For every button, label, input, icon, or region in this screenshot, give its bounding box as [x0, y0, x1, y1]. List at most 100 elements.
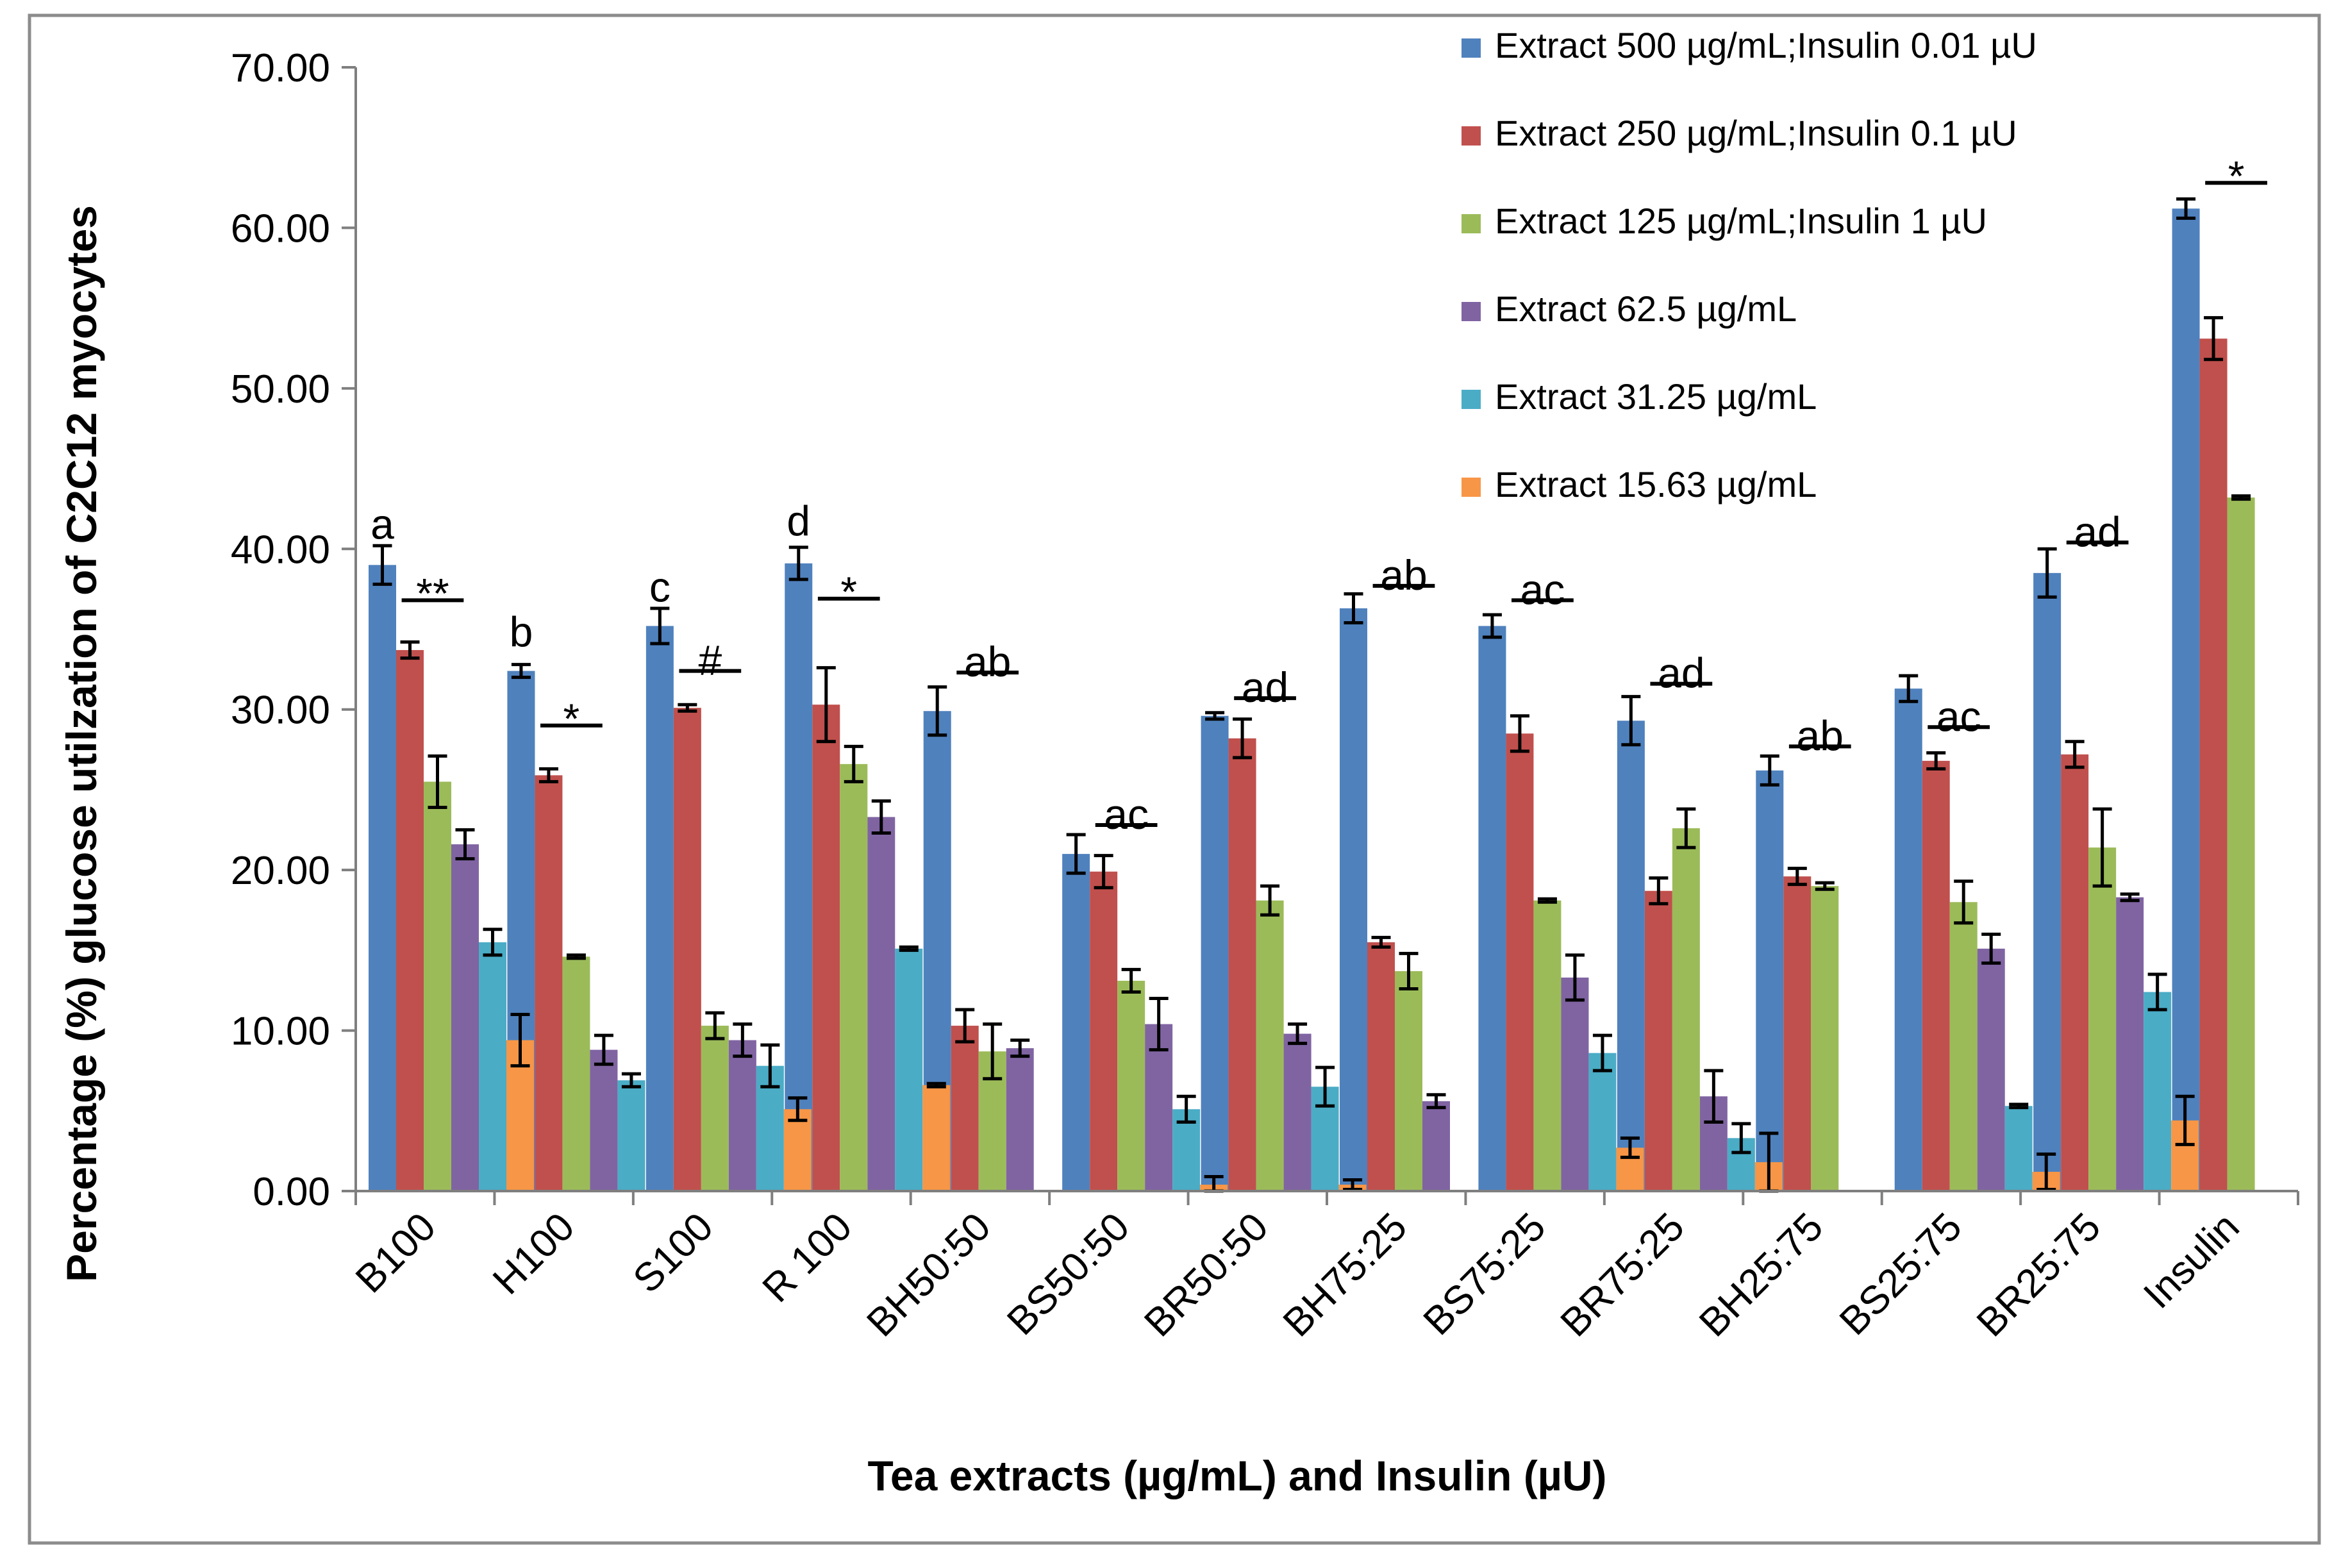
x-tick-label: BH25:75: [1691, 1205, 1831, 1345]
bar-11-1: [1922, 760, 1950, 1191]
x-axis-title: Tea extracts (µg/mL) and Insulin (µU): [868, 1452, 1607, 1499]
annotation-label: ad: [1242, 663, 1288, 711]
bar-13-1: [2199, 338, 2228, 1191]
annotation-label: a: [371, 501, 394, 548]
x-tick-label: B100: [347, 1205, 444, 1301]
bar-7-2: [1395, 971, 1422, 1191]
annotation-label: *: [840, 568, 857, 615]
bar-4-3: [1006, 1048, 1034, 1191]
annotation-label: ad: [2074, 508, 2120, 555]
x-tick-label: BS25:75: [1831, 1205, 1970, 1344]
x-tick-label: BH50:50: [858, 1205, 999, 1345]
legend-swatch-1: [1462, 126, 1481, 146]
bar-4-1: [951, 1026, 979, 1191]
legend-label: Extract 250 µg/mL;Insulin 0.1 µU: [1495, 113, 2017, 153]
bar-0-1: [396, 650, 424, 1191]
y-tick-label: 60.00: [231, 206, 330, 251]
annotation-label: ac: [1936, 692, 1981, 740]
bar-0-3: [451, 844, 479, 1191]
y-tick-label: 0.00: [253, 1170, 330, 1214]
legend-label: Extract 15.63 µg/mL: [1495, 464, 1817, 505]
annotation-label: ac: [1520, 565, 1565, 613]
bar-3-4: [895, 948, 923, 1191]
bar-0-2: [424, 781, 451, 1191]
bar-13-2: [2227, 497, 2255, 1191]
bar-8-3: [1561, 977, 1589, 1191]
bar-3-3: [867, 817, 895, 1191]
bar-8-4: [1588, 1053, 1617, 1191]
annotation-label: *: [2228, 152, 2245, 199]
annotation-label: b: [510, 608, 533, 656]
y-axis-title: Percentage (%) glucose utilzation of C2C…: [58, 205, 105, 1282]
bar-1-3: [590, 1049, 618, 1191]
x-tick-label: BS75:25: [1415, 1205, 1554, 1344]
legend-label: Extract 62.5 µg/mL: [1495, 288, 1797, 329]
bar-10-1: [1783, 876, 1811, 1191]
annotation-label: d: [787, 497, 810, 545]
bar-9-1: [1644, 890, 1672, 1191]
bar-3-0: [785, 563, 813, 1191]
bar-10-2: [1811, 886, 1839, 1191]
bar-13-0: [2172, 208, 2200, 1191]
bar-9-2: [1672, 828, 1700, 1191]
annotation-label: ad: [1658, 649, 1704, 697]
bar-5-3: [1145, 1024, 1173, 1191]
chart-frame: [28, 13, 2321, 1545]
legend-swatch-3: [1462, 302, 1481, 321]
bar-2-2: [701, 1026, 729, 1191]
bar-6-2: [1256, 900, 1284, 1191]
legend-label: Extract 500 µg/mL;Insulin 0.01 µU: [1495, 25, 2037, 65]
bar-0-4: [479, 942, 506, 1191]
bar-1-4: [617, 1080, 645, 1191]
x-tick-label: BR25:75: [1969, 1205, 2109, 1345]
bar-7-1: [1367, 942, 1395, 1191]
bar-1-2: [562, 956, 590, 1191]
bar-11-0: [1894, 688, 1922, 1191]
bar-2-1: [673, 708, 701, 1191]
bar-11-4: [2004, 1106, 2033, 1191]
bar-8-2: [1533, 900, 1562, 1191]
x-tick-label: BS50:50: [999, 1205, 1138, 1344]
annotation-label: *: [563, 695, 580, 742]
bar-6-0: [1201, 715, 1229, 1191]
bar-3-1: [812, 705, 840, 1191]
annotation-label: c: [649, 563, 670, 610]
legend: Extract 500 µg/mL;Insulin 0.01 µU Extract…: [1462, 25, 2037, 505]
bar-12-2: [2088, 847, 2117, 1191]
annotation-label: ab: [1797, 712, 1844, 759]
bar-9-0: [1617, 721, 1645, 1191]
annotation-label: ab: [964, 638, 1011, 685]
bar-0-0: [369, 565, 396, 1191]
legend-swatch-5: [1462, 478, 1481, 497]
error-bars-group: [372, 197, 2251, 1193]
bar-8-0: [1478, 626, 1506, 1191]
bar-7-3: [1422, 1101, 1450, 1191]
x-tick-label: BR50:50: [1136, 1205, 1276, 1345]
y-tick-label: 50.00: [231, 367, 330, 412]
bar-12-1: [2061, 754, 2089, 1191]
x-tick-label: H100: [485, 1205, 583, 1303]
x-tick-label: BR75:25: [1553, 1205, 1693, 1345]
bar-12-3: [2116, 897, 2144, 1191]
bar-11-2: [1949, 902, 1978, 1191]
annotation-label: ac: [1104, 790, 1149, 838]
annotation-label: **: [416, 569, 449, 617]
legend-swatch-2: [1462, 214, 1481, 233]
bar-5-1: [1090, 871, 1118, 1191]
bar-3-2: [840, 763, 868, 1191]
x-tick-label: R 100: [754, 1205, 861, 1311]
annotations-group: a ** b * c # d * ab ac ad ab ac ad ab ac ad *: [371, 152, 2267, 838]
bar-12-4: [2144, 992, 2172, 1191]
bar-5-0: [1062, 854, 1090, 1191]
bar-8-1: [1506, 733, 1534, 1191]
bar-10-0: [1756, 770, 1784, 1191]
bar-2-0: [645, 626, 674, 1191]
bar-12-0: [2033, 572, 2061, 1191]
x-tick-label: S100: [625, 1205, 722, 1301]
legend-swatch-0: [1462, 38, 1481, 58]
bar-7-0: [1340, 608, 1367, 1191]
bars-group: [369, 208, 2255, 1191]
bar-3-5: [922, 1085, 951, 1191]
y-tick-label: 40.00: [231, 528, 330, 572]
